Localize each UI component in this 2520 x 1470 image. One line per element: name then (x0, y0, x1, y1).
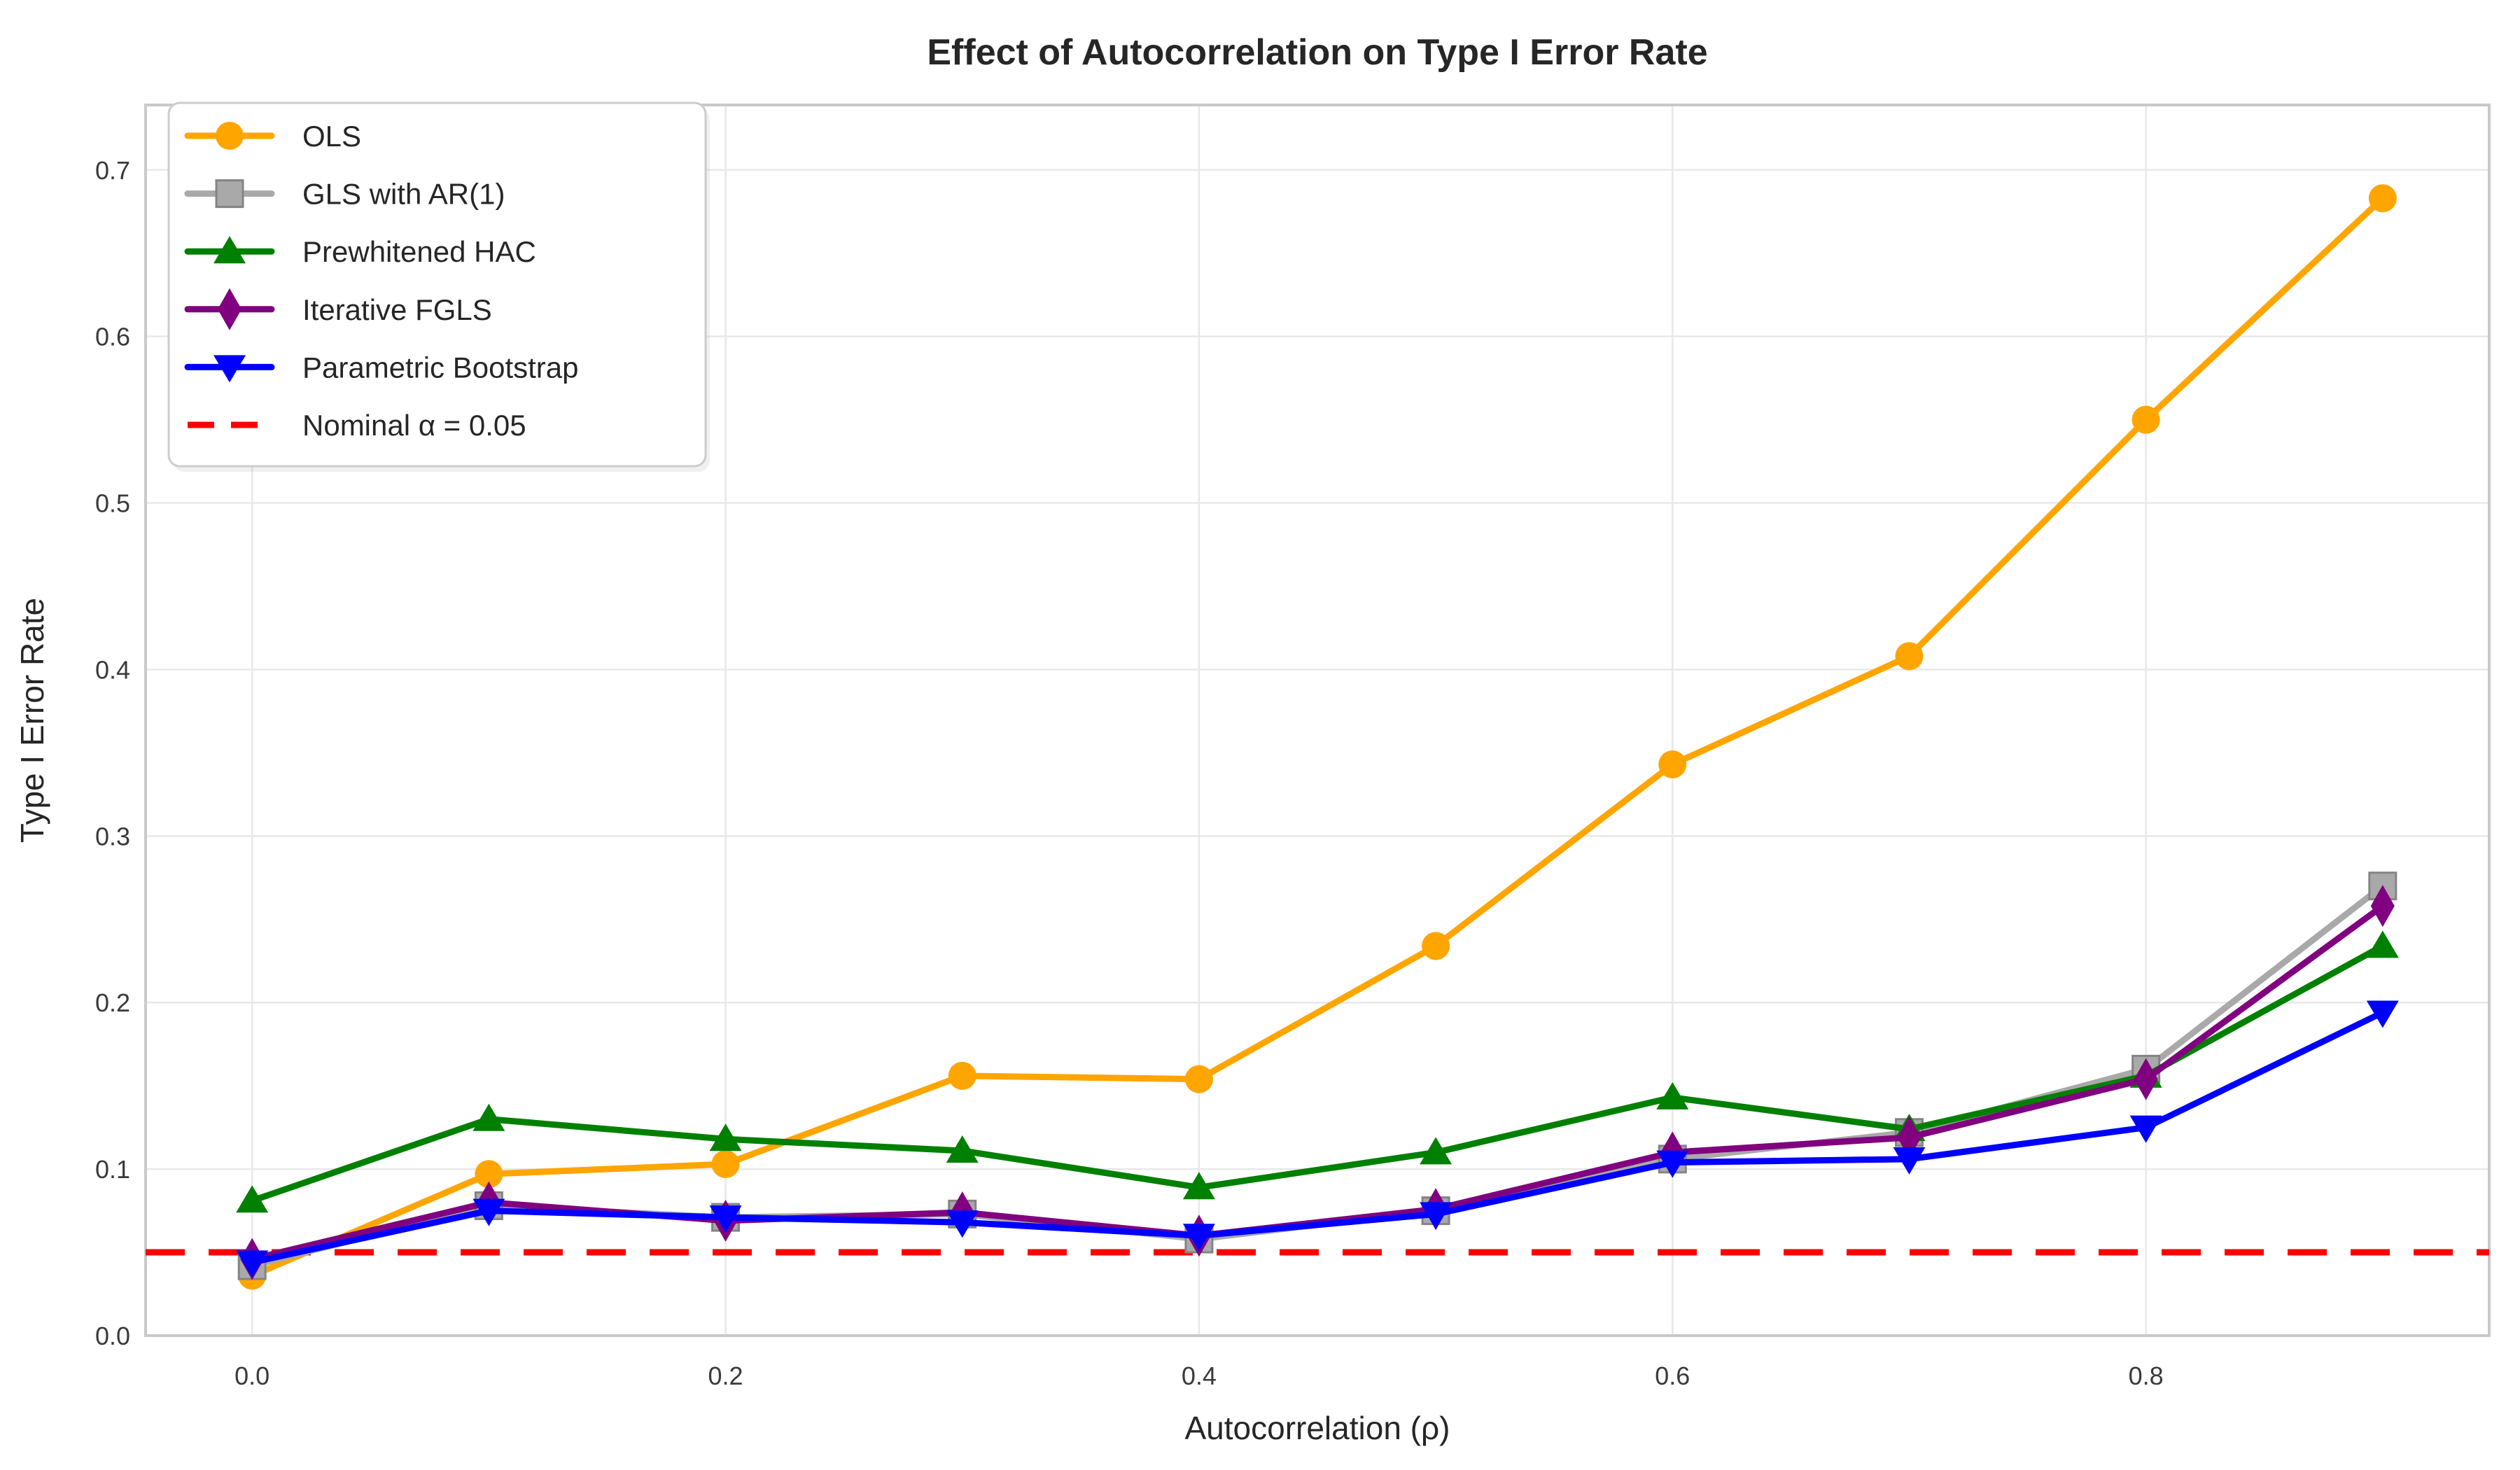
legend-marker (216, 122, 244, 150)
data-point-ols (948, 1061, 976, 1090)
data-point-prewhitened-hac (472, 1103, 505, 1131)
data-point-prewhitened-hac (2366, 930, 2399, 958)
x-tick-label: 0.4 (1182, 1362, 1217, 1390)
data-point-prewhitened-hac (1182, 1172, 1215, 1200)
data-point-parametric-bootstrap (2129, 1115, 2162, 1143)
y-axis-label: Type I Error Rate (14, 598, 50, 843)
y-tick-label: 0.2 (95, 988, 130, 1017)
data-point-parametric-bootstrap (1893, 1147, 1926, 1175)
legend-entry: Parametric Bootstrap (184, 351, 579, 384)
data-point-ols (711, 1149, 740, 1178)
data-point-parametric-bootstrap (1420, 1202, 1452, 1230)
x-tick-label: 0.6 (1655, 1362, 1690, 1390)
data-point-ols (1184, 1065, 1213, 1093)
plot-border (144, 104, 2491, 1337)
data-point-prewhitened-hac (946, 1135, 979, 1163)
data-point-prewhitened-hac (236, 1185, 269, 1213)
series-parametric-bootstrap (236, 1000, 2399, 1278)
x-tick-label: 0.8 (2129, 1362, 2164, 1390)
legend-label: Prewhitened HAC (302, 235, 536, 268)
legend-marker (214, 236, 246, 264)
legend-entry: Nominal α = 0.05 (188, 409, 526, 442)
data-point-prewhitened-hac (1656, 1082, 1689, 1110)
data-point-parametric-bootstrap (472, 1198, 505, 1226)
legend-entry: OLS (184, 120, 361, 153)
legend-label: GLS with AR(1) (302, 178, 505, 211)
data-point-prewhitened-hac (709, 1124, 742, 1152)
legend-label: Nominal α = 0.05 (302, 409, 526, 442)
legend-entry: Iterative FGLS (184, 288, 492, 330)
y-tick-label: 0.4 (95, 655, 130, 684)
chart-title: Effect of Autocorrelation on Type I Erro… (927, 32, 1707, 73)
legend: OLS GLS with AR(1) Prewhitened HAC Iterativ… (167, 102, 710, 472)
x-axis-label: Autocorrelation (ρ) (1185, 1410, 1450, 1446)
data-point-ols (1658, 750, 1687, 779)
series-line-prewhitened-hac (248, 942, 2386, 1204)
data-point-parametric-bootstrap (1182, 1224, 1215, 1252)
data-point-iterative-fgls (2134, 1058, 2158, 1100)
data-point-ols (475, 1160, 503, 1189)
y-tick-label: 0.6 (95, 323, 130, 351)
data-point-ols (1895, 642, 1924, 671)
data-point-parametric-bootstrap (236, 1250, 269, 1278)
x-tick-label: 0.0 (234, 1362, 270, 1390)
y-tick-label: 0.0 (95, 1322, 130, 1350)
legend-box (167, 102, 707, 468)
data-point-ols (1422, 932, 1450, 960)
plot-frame (144, 104, 2491, 1337)
data-point-prewhitened-hac (1420, 1137, 1452, 1165)
legend-label: Parametric Bootstrap (302, 351, 579, 384)
legend-entry: GLS with AR(1) (184, 178, 505, 211)
data-point-ols (2132, 405, 2160, 434)
series-ols (238, 184, 2397, 1290)
legend-label: OLS (302, 120, 361, 153)
series-line-ols (248, 195, 2386, 1279)
y-tick-label: 0.5 (95, 489, 130, 518)
series-line-iterative-fgls (248, 902, 2386, 1263)
y-tick-label: 0.7 (95, 156, 130, 185)
series-line-parametric-bootstrap (248, 1009, 2386, 1266)
data-point-parametric-bootstrap (2366, 1000, 2399, 1028)
data-point-parametric-bootstrap (946, 1210, 979, 1238)
x-tick-label: 0.2 (708, 1362, 743, 1390)
data-point-iterative-fgls (2370, 885, 2395, 927)
legend-marker (215, 179, 244, 209)
series-gls-with-ar-1 (237, 872, 2398, 1280)
series-layer (236, 184, 2399, 1290)
y-tick-label: 0.3 (95, 822, 130, 850)
data-point-parametric-bootstrap (1656, 1150, 1689, 1178)
legend-label: Iterative FGLS (302, 293, 492, 326)
legend-marker (218, 288, 241, 330)
data-point-ols (2368, 184, 2397, 213)
tick-layer: 0.0 0.1 0.2 0.3 0.4 0.5 0.6 0.7 0.0 0.2 0.4 0.6 0.8 (95, 156, 2164, 1390)
legend-marker (214, 355, 246, 383)
legend-entry: Prewhitened HAC (184, 235, 536, 268)
data-point-parametric-bootstrap (709, 1205, 742, 1233)
y-tick-label: 0.1 (95, 1155, 130, 1184)
series-prewhitened-hac (236, 930, 2399, 1213)
series-iterative-fgls (240, 885, 2395, 1280)
